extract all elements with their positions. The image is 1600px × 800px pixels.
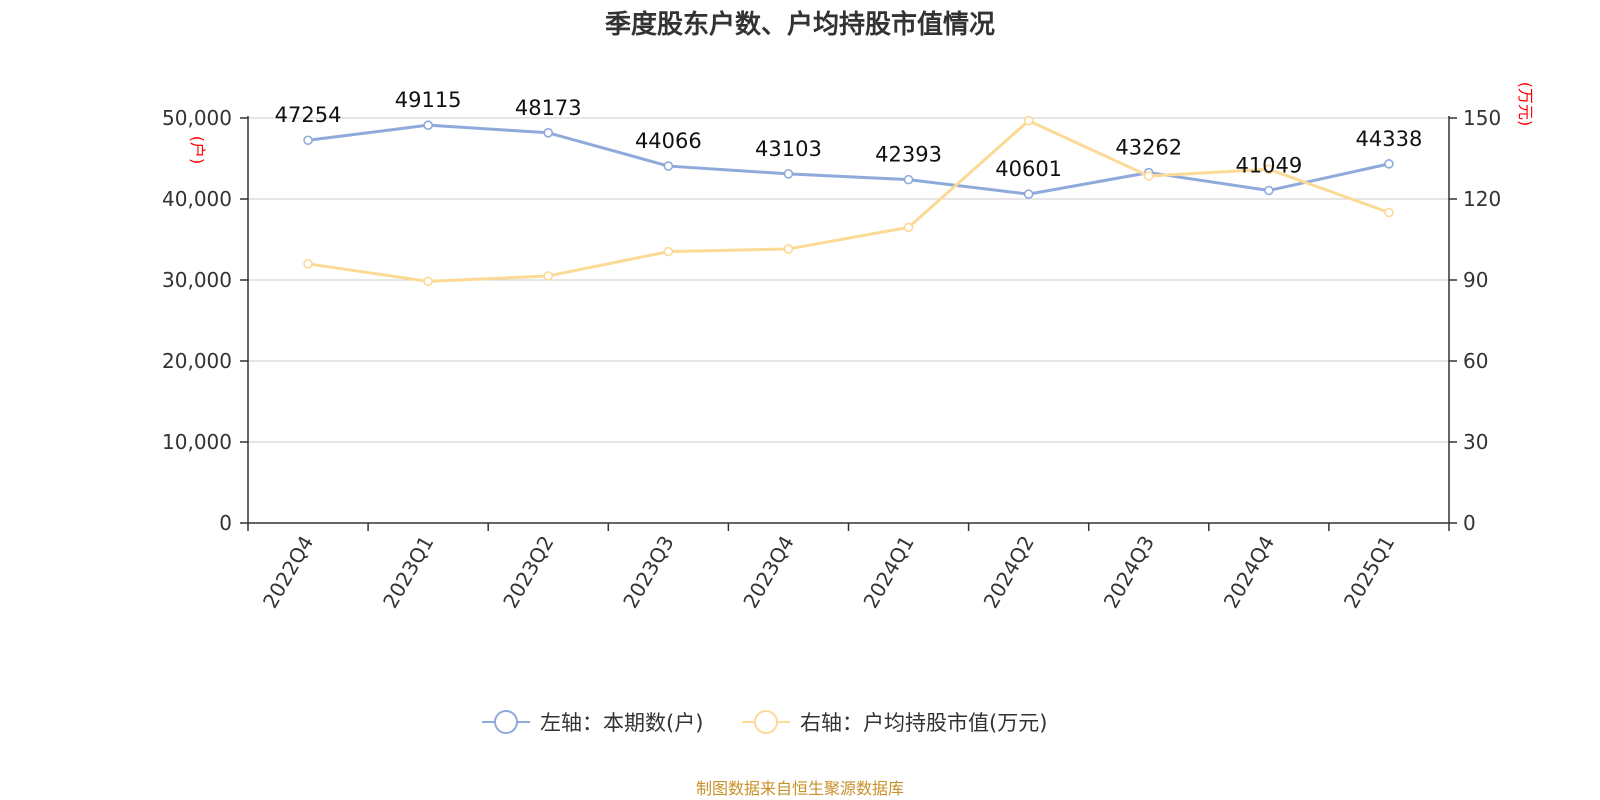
x-tick-label: 2022Q4 (258, 532, 318, 613)
data-point (423, 120, 433, 130)
y-right-tick-label: 0 (1463, 511, 1476, 535)
data-label: 44066 (635, 129, 702, 153)
series-line-avg-value (307, 119, 1390, 283)
legend: 左轴：本期数(户) 右轴：户均持股市值(万元) (482, 710, 1047, 735)
y-left-tick-label: 20,000 (162, 349, 232, 373)
data-point (1023, 189, 1034, 199)
data-label: 41049 (1235, 154, 1302, 178)
data-point (1384, 159, 1394, 169)
data-point (1264, 164, 1274, 175)
data-point (543, 127, 554, 138)
data-point (303, 135, 313, 146)
data-point (783, 244, 794, 254)
data-label: 43103 (755, 137, 822, 161)
legend-label: 右轴：户均持股市值(万元) (800, 711, 1047, 735)
data-point (1384, 207, 1394, 218)
y-right-tick-label: 150 (1463, 106, 1501, 130)
y-left-unit: (户) (188, 136, 207, 165)
legend-marker (494, 710, 518, 734)
x-tick-label: 2023Q4 (738, 532, 798, 613)
y-left-tick-label: 10,000 (162, 430, 232, 454)
series-layer (303, 115, 1394, 287)
x-tick-label: 2024Q3 (1099, 532, 1159, 613)
data-label: 44338 (1356, 127, 1423, 151)
data-label: 43262 (1115, 136, 1182, 160)
data-point (903, 174, 914, 185)
x-tick-label: 2024Q4 (1219, 532, 1279, 613)
y-right-unit: (万元) (1516, 82, 1535, 127)
data-point (663, 246, 674, 257)
x-tick-label: 2023Q2 (498, 532, 558, 613)
data-point (543, 271, 554, 281)
legend-item[interactable]: 左轴：本期数(户) (482, 710, 703, 735)
data-label: 48173 (515, 96, 582, 120)
data-point (663, 161, 674, 171)
x-tick-label: 2024Q1 (858, 532, 918, 613)
data-label: 40601 (995, 157, 1062, 181)
legend-label: 左轴：本期数(户) (540, 711, 703, 735)
data-point (303, 258, 313, 269)
y-left-tick-label: 0 (219, 511, 232, 535)
data-point (1264, 185, 1274, 196)
axes: 0 10,000 20,000 30,000 40,000 50,000 0 30 60 90 12… (162, 82, 1535, 612)
data-point (1143, 171, 1154, 181)
data-label: 42393 (875, 143, 942, 167)
data-labels: 47254 49115 48173 44066 43103 42393 40601 43262… (275, 88, 1423, 181)
legend-item[interactable]: 右轴：户均持股市值(万元) (742, 710, 1047, 735)
series-line-holders (307, 123, 1390, 196)
x-tick-label: 2025Q1 (1339, 532, 1399, 613)
y-left-tick-label: 40,000 (162, 187, 232, 211)
data-point (783, 169, 794, 179)
data-point (903, 222, 914, 233)
x-tick-label: 2023Q3 (618, 532, 678, 613)
x-tick-label: 2023Q1 (378, 532, 438, 613)
source-note: 制图数据来自恒生聚源数据库 (696, 779, 904, 798)
data-label: 49115 (395, 88, 462, 112)
data-point (423, 276, 433, 287)
y-left-tick-label: 50,000 (162, 106, 232, 130)
y-right-tick-label: 60 (1463, 349, 1488, 373)
chart-title: 季度股东户数、户均持股市值情况 (605, 9, 995, 40)
legend-marker (754, 710, 778, 734)
y-right-tick-label: 90 (1463, 268, 1488, 292)
y-right-tick-label: 120 (1463, 187, 1501, 211)
y-left-tick-label: 30,000 (162, 268, 232, 292)
y-right-tick-label: 30 (1463, 430, 1488, 454)
data-point (1023, 115, 1034, 126)
data-label: 47254 (275, 103, 342, 127)
x-tick-label: 2024Q2 (979, 532, 1039, 613)
